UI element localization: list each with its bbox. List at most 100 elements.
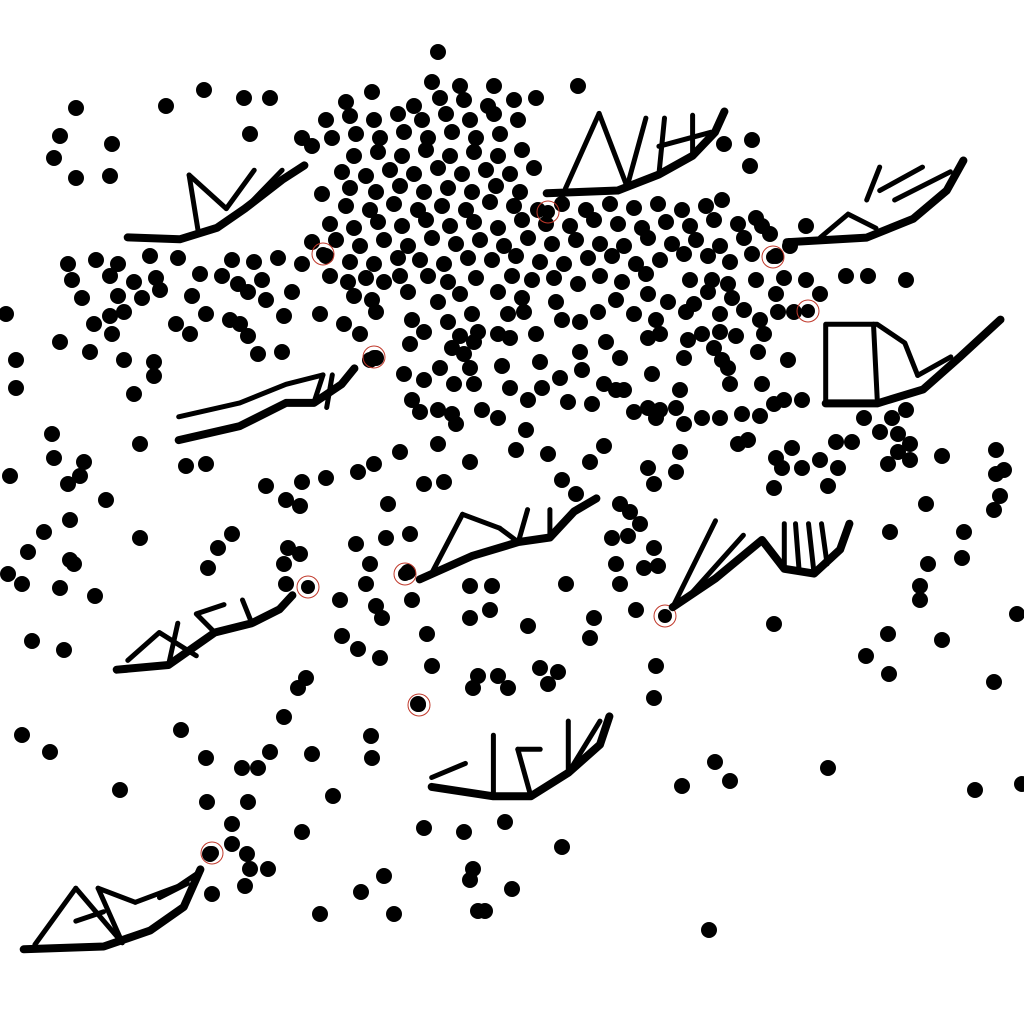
data-point: [572, 314, 588, 330]
data-point: [116, 304, 132, 320]
data-point: [224, 526, 240, 542]
data-point: [52, 580, 68, 596]
data-point: [126, 386, 142, 402]
data-point: [325, 788, 341, 804]
data-point: [452, 78, 468, 94]
data-point: [640, 400, 656, 416]
data-point: [628, 256, 644, 272]
data-point: [230, 276, 246, 292]
data-point: [648, 312, 664, 328]
data-point: [736, 302, 752, 318]
data-point: [438, 106, 454, 122]
data-point: [634, 220, 650, 236]
data-point: [820, 478, 836, 494]
data-point: [1014, 776, 1024, 792]
data-point: [614, 274, 630, 290]
data-point: [353, 884, 369, 900]
structure-inset: [668, 518, 854, 612]
inset-member: [877, 164, 925, 194]
highlighted-point: [205, 846, 219, 860]
data-point: [784, 440, 800, 456]
structure-inset: [415, 494, 601, 584]
highlight-ring: [393, 562, 417, 586]
structure-inset: [123, 161, 309, 244]
data-point: [560, 394, 576, 410]
data-point: [674, 202, 690, 218]
inset-member: [817, 211, 879, 241]
data-point: [56, 642, 72, 658]
data-point: [456, 92, 472, 108]
data-point: [328, 232, 344, 248]
data-point: [636, 560, 652, 576]
data-point: [366, 256, 382, 272]
data-point: [890, 426, 906, 442]
data-point: [276, 556, 292, 572]
inset-member: [871, 321, 880, 402]
inset-member: [193, 602, 227, 635]
data-point: [394, 148, 410, 164]
data-point: [466, 144, 482, 160]
data-point: [112, 782, 128, 798]
data-point: [504, 268, 520, 284]
data-point: [364, 292, 380, 308]
data-point: [466, 214, 482, 230]
data-point: [358, 576, 374, 592]
data-point: [294, 256, 310, 272]
data-point: [386, 196, 402, 212]
data-point: [646, 476, 662, 492]
data-point: [363, 728, 379, 744]
data-point: [370, 214, 386, 230]
data-point: [390, 106, 406, 122]
structure-inset: [174, 364, 359, 445]
data-point: [440, 180, 456, 196]
data-point: [82, 344, 98, 360]
inset-member: [223, 167, 257, 212]
data-point: [526, 160, 542, 176]
data-point: [470, 324, 486, 340]
data-point: [652, 326, 668, 342]
data-point: [392, 444, 408, 460]
inset-member: [782, 156, 968, 247]
data-point: [240, 328, 256, 344]
inset-member: [515, 507, 531, 545]
data-point: [650, 196, 666, 212]
data-point: [648, 658, 664, 674]
data-point: [372, 650, 388, 666]
data-point: [168, 316, 184, 332]
data-point: [986, 502, 1002, 518]
data-point: [902, 436, 918, 452]
data-point: [210, 540, 226, 556]
data-point: [500, 680, 516, 696]
data-point: [314, 186, 330, 202]
highlighted-point: [766, 250, 780, 264]
data-point: [716, 136, 732, 152]
data-point: [222, 312, 238, 328]
data-point: [682, 218, 698, 234]
data-point: [86, 316, 102, 332]
data-point: [538, 216, 554, 232]
data-point: [204, 886, 220, 902]
data-point: [676, 350, 692, 366]
data-point: [246, 254, 262, 270]
data-point: [768, 450, 784, 466]
data-point: [844, 434, 860, 450]
data-point: [528, 326, 544, 342]
data-point: [496, 238, 512, 254]
data-point: [776, 270, 792, 286]
data-point: [400, 238, 416, 254]
data-point: [872, 424, 888, 440]
data-point: [1009, 606, 1024, 622]
data-point: [472, 232, 488, 248]
data-point: [380, 496, 396, 512]
data-point: [250, 760, 266, 776]
data-point: [770, 304, 786, 320]
inset-member: [429, 760, 468, 780]
data-point: [616, 238, 632, 254]
data-point: [312, 906, 328, 922]
data-point: [350, 641, 366, 657]
data-point: [406, 166, 422, 182]
inset-member: [186, 172, 229, 212]
inset-member: [166, 620, 181, 668]
data-point: [608, 382, 624, 398]
